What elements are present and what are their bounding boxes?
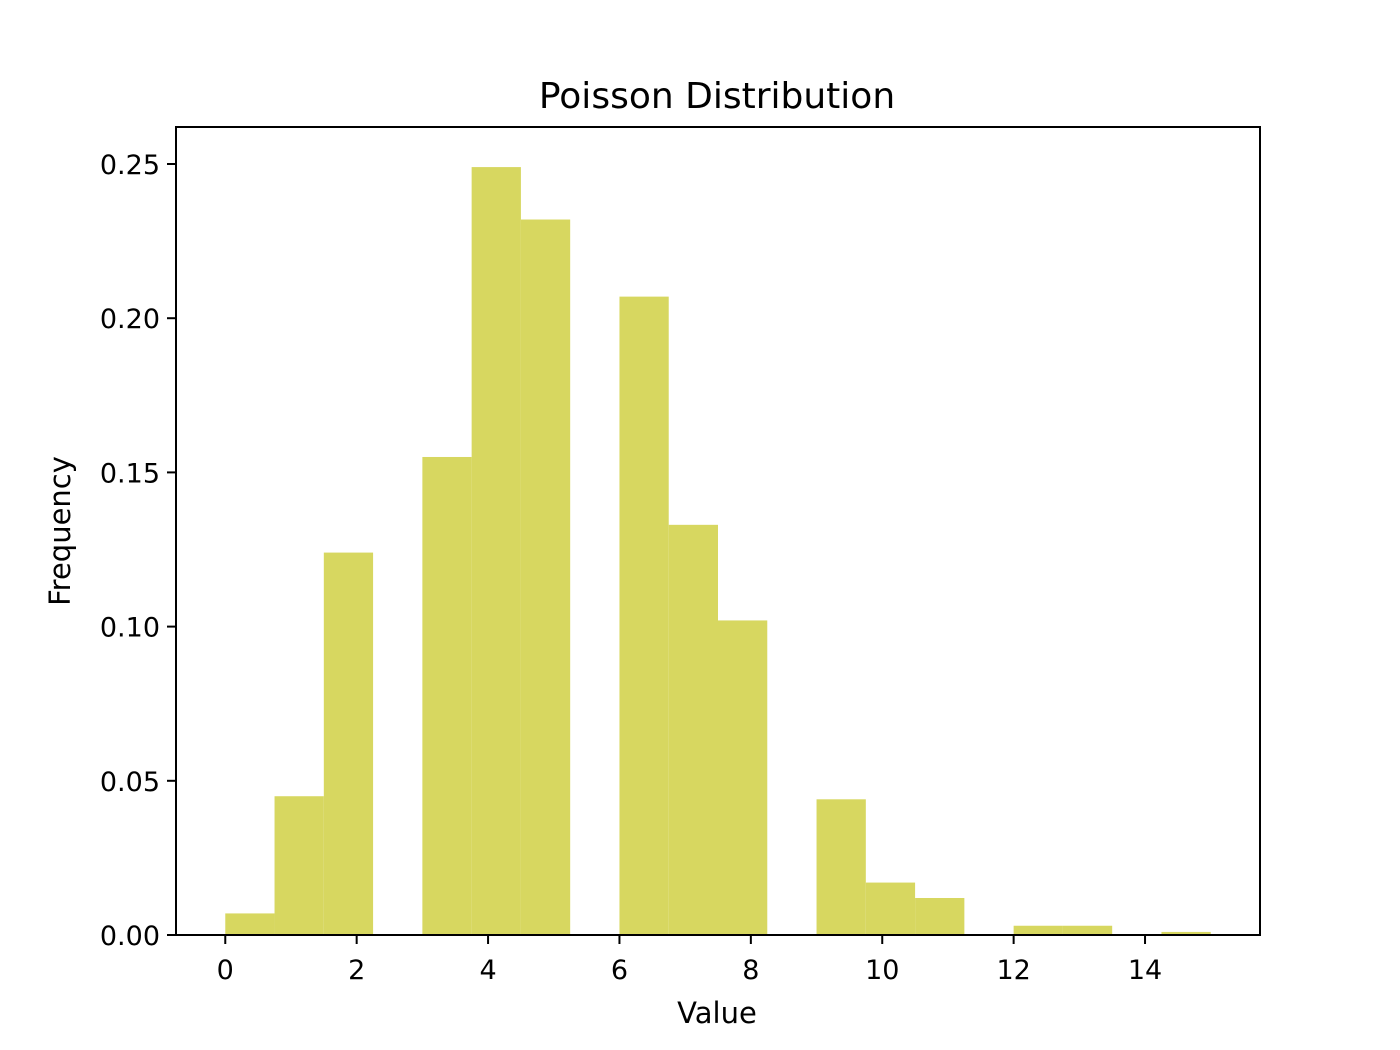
histogram-bar xyxy=(520,219,571,935)
x-tick-label: 10 xyxy=(865,955,899,986)
y-axis: 0.00 0.05 0.10 0.15 0.20 0.25 xyxy=(100,150,176,952)
y-axis-label: Frequency xyxy=(43,456,77,606)
y-tick-label: 0.15 xyxy=(100,458,160,489)
histogram-bar xyxy=(915,897,965,935)
histogram-bar xyxy=(1161,931,1211,935)
histogram-bar xyxy=(274,796,324,935)
y-tick-label: 0.10 xyxy=(100,613,160,644)
histogram-bar xyxy=(225,913,275,935)
histogram-bar xyxy=(668,524,718,935)
x-axis: 0 2 4 6 8 10 12 14 xyxy=(217,935,1162,986)
histogram-bar xyxy=(1062,925,1113,935)
x-tick-label: 2 xyxy=(348,955,365,986)
x-tick-label: 12 xyxy=(996,955,1030,986)
y-tick-label: 0.00 xyxy=(100,921,160,952)
y-tick-label: 0.20 xyxy=(100,304,160,335)
histogram-bar xyxy=(865,882,916,935)
x-axis-label: Value xyxy=(677,996,757,1030)
histogram-bar xyxy=(1013,925,1063,935)
histogram-bar xyxy=(422,456,472,935)
x-tick-label: 6 xyxy=(611,955,628,986)
histogram-bar xyxy=(619,296,669,936)
bar-group xyxy=(225,167,1211,936)
histogram-bar xyxy=(816,799,866,935)
y-tick-label: 0.25 xyxy=(100,150,160,181)
y-tick-label: 0.05 xyxy=(100,767,160,798)
x-tick-label: 8 xyxy=(742,955,759,986)
histogram-bar xyxy=(323,552,374,935)
x-tick-label: 4 xyxy=(479,955,496,986)
histogram-bar xyxy=(471,167,521,935)
plot-frame xyxy=(175,126,1261,936)
x-tick-label: 0 xyxy=(217,955,234,986)
chart-title: Poisson Distribution xyxy=(539,76,895,117)
histogram-bar xyxy=(718,620,768,935)
x-tick-label: 14 xyxy=(1128,955,1162,986)
